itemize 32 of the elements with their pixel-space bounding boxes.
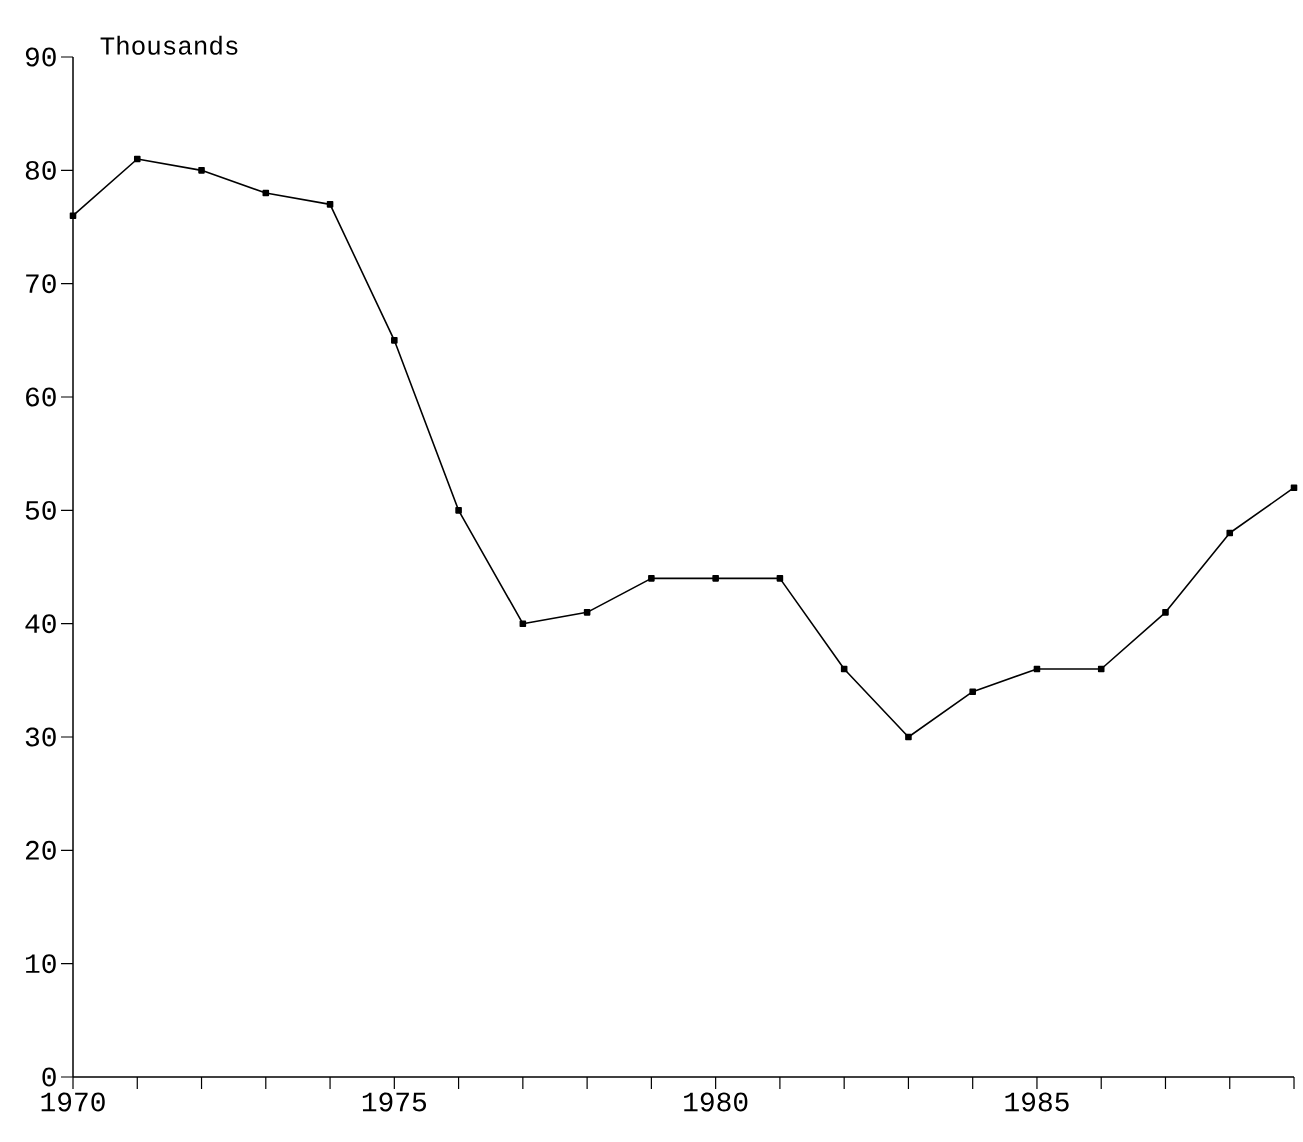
x-tick-label: 1980	[684, 1092, 748, 1112]
point	[905, 733, 912, 741]
point	[198, 167, 205, 174]
point	[391, 337, 398, 344]
point	[1162, 609, 1169, 616]
y-tick-label: 50	[25, 500, 56, 520]
point	[519, 620, 527, 627]
y-axis-title: Thousands	[100, 35, 238, 55]
point	[133, 155, 141, 163]
x-tick-label: 1985	[1005, 1092, 1069, 1112]
point	[69, 212, 77, 219]
point	[776, 575, 784, 582]
point	[583, 609, 591, 616]
y-tick-label: 40	[25, 614, 56, 634]
point	[1290, 484, 1298, 491]
y-tick-label: 90	[25, 47, 56, 67]
point	[712, 575, 719, 582]
point	[1097, 665, 1105, 673]
y-tick-label: 80	[25, 160, 56, 180]
point	[969, 688, 976, 695]
point	[1226, 529, 1234, 537]
y-tick-label: 30	[25, 727, 56, 747]
point	[326, 201, 334, 208]
point	[648, 575, 655, 582]
y-tick-label: 10	[26, 954, 56, 974]
y-tick-label: 70	[26, 274, 56, 294]
point	[455, 507, 462, 514]
x-tick-label: 1975	[362, 1092, 427, 1112]
y-tick-label: 0	[42, 1067, 56, 1087]
y-tick-label: 20	[25, 840, 56, 860]
y-tick-label: 60	[26, 387, 56, 407]
x-tick-label: 1970	[41, 1092, 105, 1112]
